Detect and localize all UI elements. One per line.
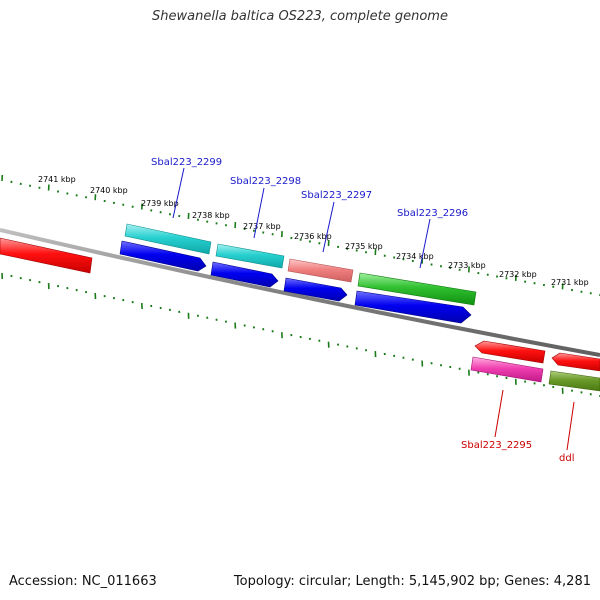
forward-arrow	[119, 240, 207, 272]
callout-line-sbal2296	[419, 218, 431, 269]
kbp-label: 2731 kbp	[551, 278, 589, 287]
callout-line-sbal2297	[322, 201, 335, 253]
inner-tick-track	[1, 272, 600, 398]
kbp-label: 2736 kbp	[294, 232, 332, 241]
gene-sbal2298-feature	[215, 243, 285, 269]
forward-arrows	[0, 237, 472, 324]
gene-label-ddl: ddl	[559, 453, 574, 464]
reverse-features	[470, 340, 600, 392]
gene-sbal2299-feature	[124, 223, 212, 255]
forward-arrow	[283, 277, 348, 302]
kbp-label: 2741 kbp	[38, 175, 76, 184]
callout-line-sbal2299	[172, 167, 185, 219]
accession-label: Accession: NC_011663	[9, 574, 157, 589]
genome-backbone	[0, 228, 600, 357]
gene-red-reverse-arrow	[551, 352, 600, 372]
kbp-label: 2735 kbp	[345, 242, 383, 251]
left-partial-feature	[0, 237, 93, 274]
gene-sbal2296-feature	[357, 272, 477, 306]
forward-arrow	[210, 261, 279, 288]
kbp-labels: 2741 kbp 2740 kbp 2739 kbp 2738 kbp 2737…	[38, 175, 589, 287]
forward-arrow	[354, 290, 472, 324]
gene-sbal2297-feature	[287, 258, 354, 283]
gene-ddl-feature	[548, 370, 600, 392]
gene-sbal2295-feature	[470, 356, 544, 383]
kbp-label: 2732 kbp	[499, 270, 537, 279]
callout-line-sbal2295	[494, 389, 504, 438]
callout-line-ddl	[566, 401, 575, 451]
gene-labels: Sbal223_2299 Sbal223_2298 Sbal223_2297 S…	[151, 157, 574, 464]
kbp-label: 2739 kbp	[141, 199, 179, 208]
gene-label-sbal2299: Sbal223_2299	[151, 157, 222, 168]
kbp-label: 2734 kbp	[396, 252, 434, 261]
genome-summary-label: Topology: circular; Length: 5,145,902 bp…	[233, 574, 591, 589]
kbp-label: 2737 kbp	[243, 222, 281, 231]
gene-label-sbal2298: Sbal223_2298	[230, 176, 301, 187]
forward-features	[124, 223, 477, 306]
gene-label-sbal2297: Sbal223_2297	[301, 190, 372, 201]
gene-label-sbal2295: Sbal223_2295	[461, 440, 532, 451]
kbp-label: 2740 kbp	[90, 186, 128, 195]
gene-red-reverse-arrow	[474, 340, 546, 364]
kbp-label: 2738 kbp	[192, 211, 230, 220]
kbp-label: 2733 kbp	[448, 261, 486, 270]
callout-line-sbal2298	[253, 187, 265, 239]
map-title: Shewanella baltica OS223, complete genom…	[152, 9, 448, 24]
callout-lines	[172, 167, 575, 451]
gene-label-sbal2296: Sbal223_2296	[397, 208, 468, 219]
outer-tick-track	[1, 174, 600, 296]
